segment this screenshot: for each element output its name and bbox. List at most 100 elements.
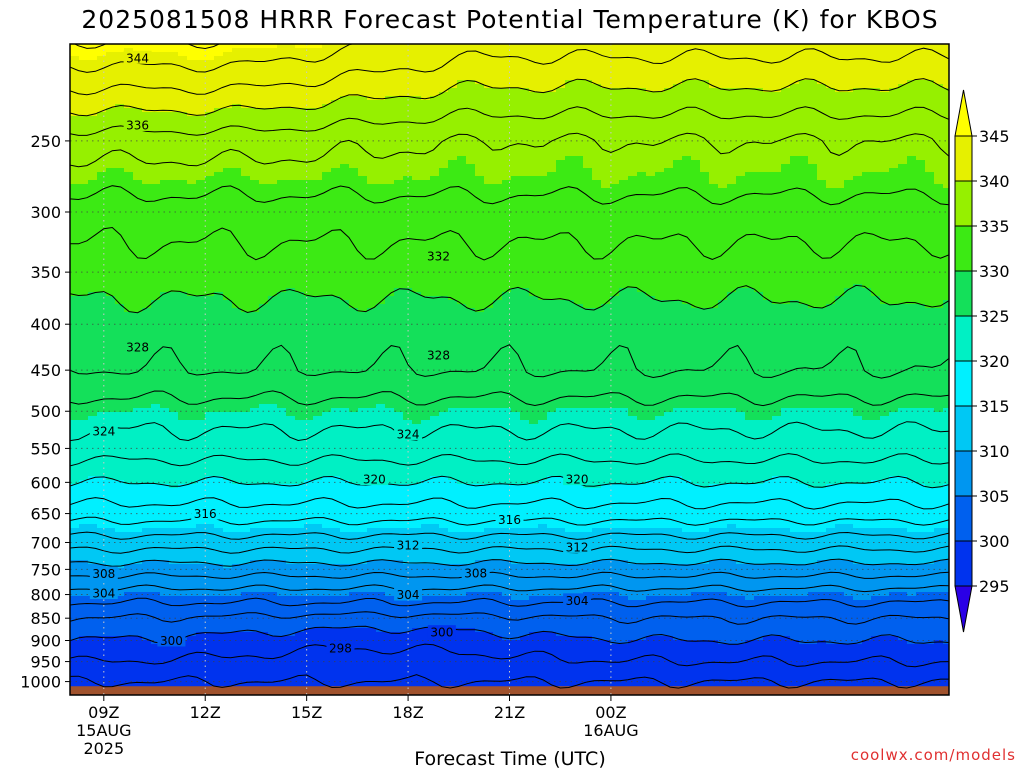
theta-band-cell	[115, 412, 125, 417]
theta-band-cell	[115, 400, 125, 405]
theta-band-cell	[106, 404, 116, 409]
theta-band-cell	[205, 392, 215, 397]
theta-band-cell	[187, 272, 197, 277]
theta-band-cell	[178, 488, 188, 493]
theta-band-cell	[313, 172, 323, 177]
theta-band-cell	[250, 128, 260, 133]
theta-band-cell	[187, 588, 197, 593]
theta-band-cell	[196, 72, 206, 77]
theta-band-cell	[259, 312, 269, 317]
theta-band-cell	[313, 584, 323, 589]
theta-band-cell	[160, 568, 170, 573]
theta-band-cell	[196, 344, 206, 349]
theta-band-cell	[241, 476, 251, 481]
theta-band-cell	[196, 436, 206, 441]
theta-band-cell	[250, 584, 260, 589]
theta-band-cell	[160, 384, 170, 389]
theta-band-cell	[196, 424, 206, 429]
theta-band-cell	[223, 512, 233, 517]
theta-band-cell	[178, 628, 188, 633]
theta-band-cell	[115, 320, 125, 325]
theta-band-cell	[124, 680, 134, 685]
theta-band-cell	[313, 556, 323, 561]
theta-band-cell	[196, 224, 206, 229]
theta-band-cell	[205, 228, 215, 233]
theta-band-cell	[178, 576, 188, 581]
theta-band-cell	[70, 276, 80, 281]
theta-band-cell	[142, 72, 152, 77]
theta-band-cell	[340, 72, 350, 77]
theta-band-cell	[187, 384, 197, 389]
theta-band-cell	[178, 492, 188, 497]
theta-band-cell	[250, 412, 260, 417]
theta-band-cell	[151, 568, 161, 573]
theta-band-cell	[124, 44, 134, 49]
theta-band-cell	[196, 176, 206, 181]
theta-band-cell	[79, 440, 89, 445]
theta-band-cell	[313, 372, 323, 377]
theta-band-cell	[115, 456, 125, 461]
theta-band-cell	[331, 332, 341, 337]
theta-band-cell	[232, 420, 242, 425]
theta-band-cell	[151, 248, 161, 253]
theta-band-cell	[79, 404, 89, 409]
theta-band-cell	[160, 476, 170, 481]
theta-band-cell	[151, 320, 161, 325]
theta-band-cell	[322, 148, 332, 153]
theta-band-cell	[169, 228, 179, 233]
theta-band-cell	[106, 292, 116, 297]
theta-band-cell	[277, 572, 287, 577]
theta-band-cell	[322, 508, 332, 513]
theta-band-cell	[232, 352, 242, 357]
theta-band-cell	[205, 600, 215, 605]
theta-band-cell	[277, 272, 287, 277]
theta-band-cell	[340, 276, 350, 281]
theta-band-cell	[124, 332, 134, 337]
theta-band-cell	[178, 544, 188, 549]
theta-band-cell	[133, 600, 143, 605]
theta-band-cell	[187, 252, 197, 257]
theta-band-cell	[295, 168, 305, 173]
theta-band-cell	[196, 668, 206, 673]
theta-band-cell	[160, 668, 170, 673]
theta-band-cell	[133, 244, 143, 249]
theta-band-cell	[277, 384, 287, 389]
theta-band-cell	[259, 536, 269, 541]
theta-band-cell	[286, 104, 296, 109]
theta-band-cell	[169, 200, 179, 205]
theta-band-cell	[259, 104, 269, 109]
theta-band-cell	[250, 164, 260, 169]
theta-band-cell	[160, 176, 170, 181]
theta-band-cell	[97, 444, 107, 449]
theta-band-cell	[124, 500, 134, 505]
theta-band-cell	[259, 432, 269, 437]
theta-band-cell	[169, 680, 179, 685]
theta-band-cell	[295, 348, 305, 353]
theta-band-cell	[187, 232, 197, 237]
theta-band-cell	[151, 564, 161, 569]
theta-band-cell	[214, 56, 224, 61]
theta-band-cell	[277, 504, 287, 509]
theta-band-cell	[232, 308, 242, 313]
theta-band-cell	[223, 584, 233, 589]
theta-band-cell	[259, 116, 269, 121]
theta-band-cell	[97, 52, 107, 57]
theta-band-cell	[340, 164, 350, 169]
theta-band-cell	[232, 376, 242, 381]
theta-band-cell	[241, 128, 251, 133]
theta-band-cell	[115, 112, 125, 117]
theta-band-cell	[268, 472, 278, 477]
theta-band-cell	[331, 568, 341, 573]
theta-band-cell	[340, 316, 350, 321]
theta-band-cell	[223, 468, 233, 473]
theta-band-cell	[313, 308, 323, 313]
theta-band-cell	[169, 124, 179, 129]
theta-band-cell	[259, 344, 269, 349]
theta-band-cell	[277, 88, 287, 93]
theta-band-cell	[169, 144, 179, 149]
theta-band-cell	[331, 480, 341, 485]
theta-band-cell	[241, 520, 251, 525]
theta-band-cell	[214, 580, 224, 585]
theta-band-cell	[88, 396, 98, 401]
